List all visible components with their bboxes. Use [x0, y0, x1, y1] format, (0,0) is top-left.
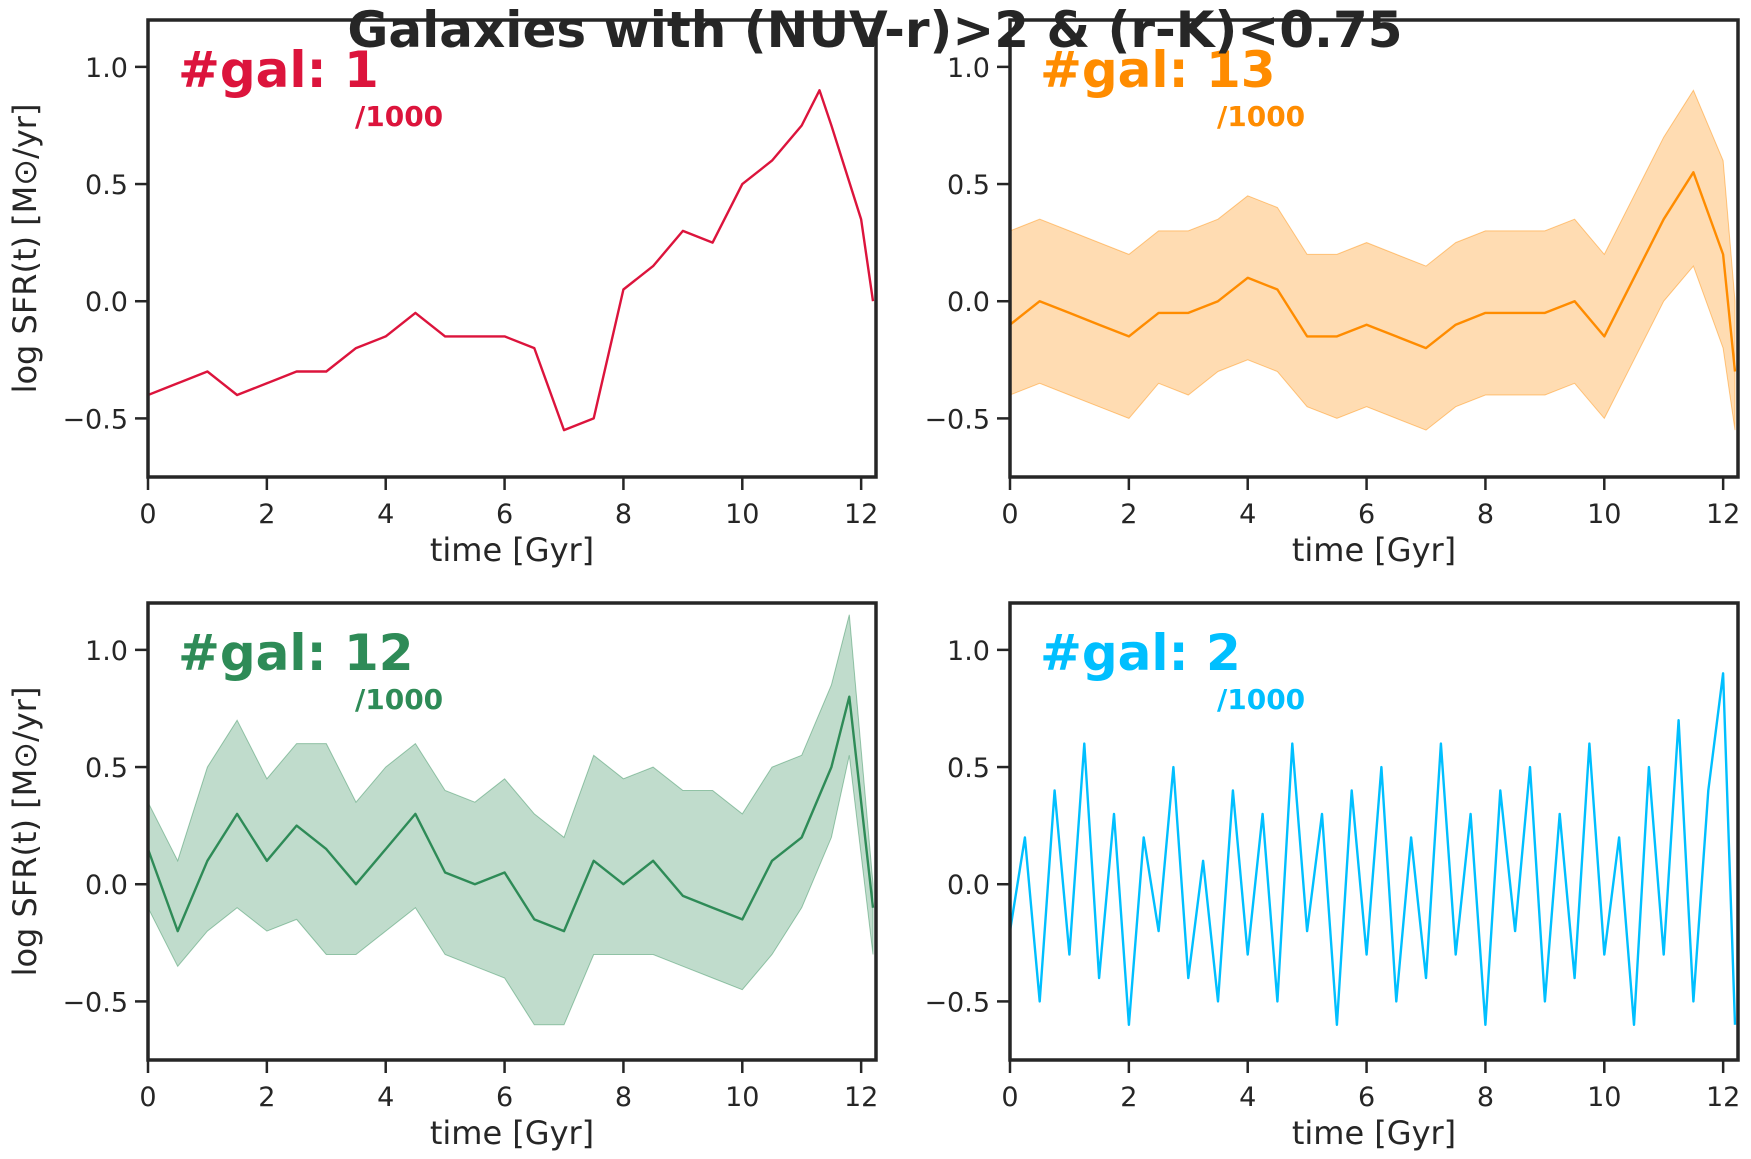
x-tick-label: 6: [1358, 499, 1375, 530]
x-tick-label: 4: [1239, 1082, 1256, 1113]
y-tick-label: −0.5: [924, 987, 990, 1018]
x-tick-label: 4: [1239, 499, 1256, 530]
galaxy-total-annotation: /1000: [355, 100, 443, 133]
galaxy-count-annotation: #gal: 2: [1040, 624, 1241, 682]
x-tick-label: 8: [615, 1082, 632, 1113]
series-line: [1010, 672, 1737, 1026]
axes-frame: [146, 601, 878, 1062]
series-line: [1010, 171, 1737, 372]
plot-area: [148, 89, 875, 432]
x-tick-label: 12: [844, 1082, 878, 1113]
x-tick-label: 8: [615, 499, 632, 530]
y-axis-label: log SFR(t) [M⊙/yr]: [6, 687, 44, 977]
x-tick-label: 2: [258, 499, 275, 530]
x-tick-label: 12: [844, 499, 878, 530]
x-tick-label: 4: [377, 499, 394, 530]
galaxy-total-annotation: /1000: [1217, 100, 1305, 133]
x-tick-label: 10: [1587, 1082, 1621, 1113]
x-tick-label: 12: [1706, 499, 1740, 530]
y-tick-label: 0.5: [947, 170, 990, 201]
galaxy-total-annotation: /1000: [1217, 683, 1305, 716]
x-axis-label: time [Gyr]: [1292, 1114, 1456, 1152]
x-tick-label: 2: [1120, 499, 1137, 530]
x-tick-label: 6: [496, 499, 513, 530]
x-tick-label: 10: [725, 1082, 759, 1113]
galaxy-count-annotation: #gal: 1: [178, 41, 379, 99]
x-axis-label: time [Gyr]: [430, 531, 594, 569]
x-tick-label: 0: [1001, 499, 1018, 530]
x-tick-label: 6: [496, 1082, 513, 1113]
y-axis-label: log SFR(t) [M⊙/yr]: [6, 104, 44, 394]
y-tick-label: 0.0: [85, 870, 128, 901]
panel-bottom-right: 0 2 4 6 8 10 12 −0.5 0.0 0.5 1.0 time [Gyr] #gal: 2/…: [924, 601, 1740, 1152]
x-tick-label: 8: [1477, 1082, 1494, 1113]
y-tick-label: 0.5: [85, 170, 128, 201]
panel-top-left: 0 2 4 6 8 10 12 −0.5 0.0 0.5 1.0 time [Gyr] log SFR(…: [6, 18, 878, 569]
x-tick-label: 10: [1587, 499, 1621, 530]
y-tick-label: −0.5: [62, 404, 128, 435]
galaxy-count-annotation: #gal: 13: [1040, 41, 1276, 99]
axes-frame: [1008, 601, 1740, 1062]
x-tick-label: 0: [139, 499, 156, 530]
series-line: [148, 89, 875, 432]
uncertainty-band: [1010, 89, 1736, 431]
series-line: [148, 695, 875, 933]
galaxy-count-annotation: #gal: 12: [178, 624, 414, 682]
y-tick-label: 0.5: [947, 753, 990, 784]
y-tick-label: 0.5: [85, 753, 128, 784]
panel-top-right: 0 2 4 6 8 10 12 −0.5 0.0 0.5 1.0 time [Gyr] #gal: 13…: [924, 18, 1740, 569]
plot-area: [1010, 672, 1737, 1026]
x-axis-label: time [Gyr]: [1292, 531, 1456, 569]
y-tick-label: 1.0: [947, 636, 990, 667]
x-tick-label: 0: [1001, 1082, 1018, 1113]
x-tick-label: 2: [1120, 1082, 1137, 1113]
figure-title: Galaxies with (NUV-r)>2 & (r-K)<0.75: [347, 1, 1402, 59]
x-tick-label: 4: [377, 1082, 394, 1113]
plot-area: [1010, 89, 1737, 431]
axes-frame: [146, 18, 878, 479]
x-tick-label: 10: [725, 499, 759, 530]
y-tick-label: 0.0: [947, 287, 990, 318]
y-tick-label: −0.5: [924, 404, 990, 435]
plot-area: [148, 614, 875, 1026]
galaxy-total-annotation: /1000: [355, 683, 443, 716]
uncertainty-band: [148, 614, 874, 1026]
x-tick-label: 2: [258, 1082, 275, 1113]
x-tick-label: 6: [1358, 1082, 1375, 1113]
y-tick-label: 0.0: [85, 287, 128, 318]
y-tick-label: −0.5: [62, 987, 128, 1018]
x-tick-label: 12: [1706, 1082, 1740, 1113]
y-tick-label: 0.0: [947, 870, 990, 901]
y-tick-label: 1.0: [85, 53, 128, 84]
x-tick-label: 8: [1477, 499, 1494, 530]
panel-bottom-left: 0 2 4 6 8 10 12 −0.5 0.0 0.5 1.0 time [Gyr] log SFR(…: [6, 601, 878, 1152]
y-tick-label: 1.0: [947, 53, 990, 84]
y-tick-label: 1.0: [85, 636, 128, 667]
axes-frame: [1008, 18, 1740, 479]
x-axis-label: time [Gyr]: [430, 1114, 594, 1152]
x-tick-label: 0: [139, 1082, 156, 1113]
